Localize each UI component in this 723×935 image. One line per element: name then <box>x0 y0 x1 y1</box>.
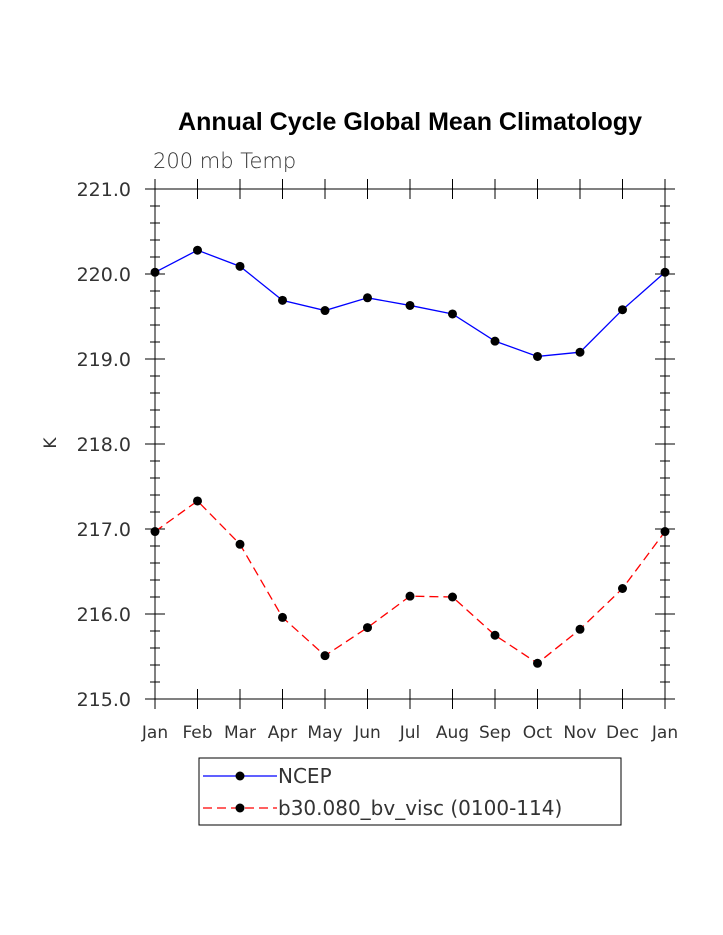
axis-ticks <box>145 179 675 709</box>
legend-box <box>198 757 622 826</box>
data-point <box>533 351 542 361</box>
series-line <box>154 500 666 665</box>
chart-title: Annual Cycle Global Mean Climatology <box>178 108 642 136</box>
y-tick-label: 215.0 <box>77 689 131 711</box>
legend-label: NCEP <box>278 764 332 788</box>
legend-items: NCEP b30.080_bv_visc (0100-114) <box>203 764 562 820</box>
legend: NCEP b30.080_bv_visc (0100-114) <box>198 757 622 826</box>
data-point <box>405 591 415 601</box>
data-point <box>235 539 245 549</box>
y-tick-label: 220.0 <box>77 264 131 286</box>
data-point <box>490 630 500 640</box>
data-point <box>575 624 585 634</box>
y-tick-label: 217.0 <box>77 519 131 541</box>
legend-label: b30.080_bv_visc (0100-114) <box>278 796 562 820</box>
legend-swatch-marker <box>235 771 245 781</box>
data-point <box>448 592 457 602</box>
y-tick-label: 221.0 <box>77 179 131 201</box>
series-layer <box>150 245 670 668</box>
y-tick-label: 216.0 <box>77 604 131 626</box>
y-tick-labels: 215.0 216.0 217.0 218.0 219.0 220.0 221.0 <box>77 179 131 711</box>
data-point <box>405 300 415 310</box>
data-point <box>363 293 372 303</box>
data-point <box>150 267 160 277</box>
data-point <box>660 267 670 277</box>
data-point <box>533 658 542 668</box>
data-point <box>235 261 245 271</box>
y-tick-label: 218.0 <box>77 434 131 456</box>
data-point <box>618 584 627 593</box>
x-tick-label: May <box>307 723 342 743</box>
series-b30-080-bv-visc <box>150 496 670 668</box>
series-ncep <box>150 245 670 361</box>
data-point <box>320 651 330 661</box>
data-point <box>660 527 670 537</box>
legend-item: b30.080_bv_visc (0100-114) <box>203 796 562 820</box>
data-point <box>363 623 372 633</box>
y-axis-label: K <box>41 437 61 449</box>
x-tick-label: Jan <box>651 723 678 743</box>
data-point <box>193 245 202 255</box>
data-point <box>193 496 202 506</box>
data-point <box>278 612 287 622</box>
legend-item: NCEP <box>203 764 332 788</box>
plot-frame <box>154 188 666 700</box>
x-tick-label: Apr <box>268 723 297 743</box>
x-tick-label: Feb <box>182 723 212 743</box>
x-tick-label: Jul <box>399 723 421 743</box>
x-tick-label: Oct <box>523 723 553 743</box>
legend-swatch-marker <box>235 803 245 813</box>
data-point <box>575 347 585 357</box>
chart-subtitle: 200 mb Temp <box>153 149 296 173</box>
x-tick-label: Mar <box>224 723 256 743</box>
data-point <box>448 309 457 319</box>
data-point <box>618 305 627 315</box>
data-point <box>320 306 330 316</box>
x-tick-label: Dec <box>606 723 639 743</box>
data-point <box>150 527 160 537</box>
x-tick-label: Sep <box>479 723 511 743</box>
x-tick-label: Jan <box>141 723 168 743</box>
data-point <box>278 295 287 305</box>
x-tick-label: Aug <box>436 723 469 743</box>
data-point <box>490 336 500 346</box>
x-tick-label: Nov <box>563 723 596 743</box>
y-tick-label: 219.0 <box>77 349 131 371</box>
x-tick-label: Jun <box>353 723 381 743</box>
x-tick-labels: Jan Feb Mar Apr May Jun Jul Aug Sep Oct Nov Dec Jan <box>141 723 678 743</box>
